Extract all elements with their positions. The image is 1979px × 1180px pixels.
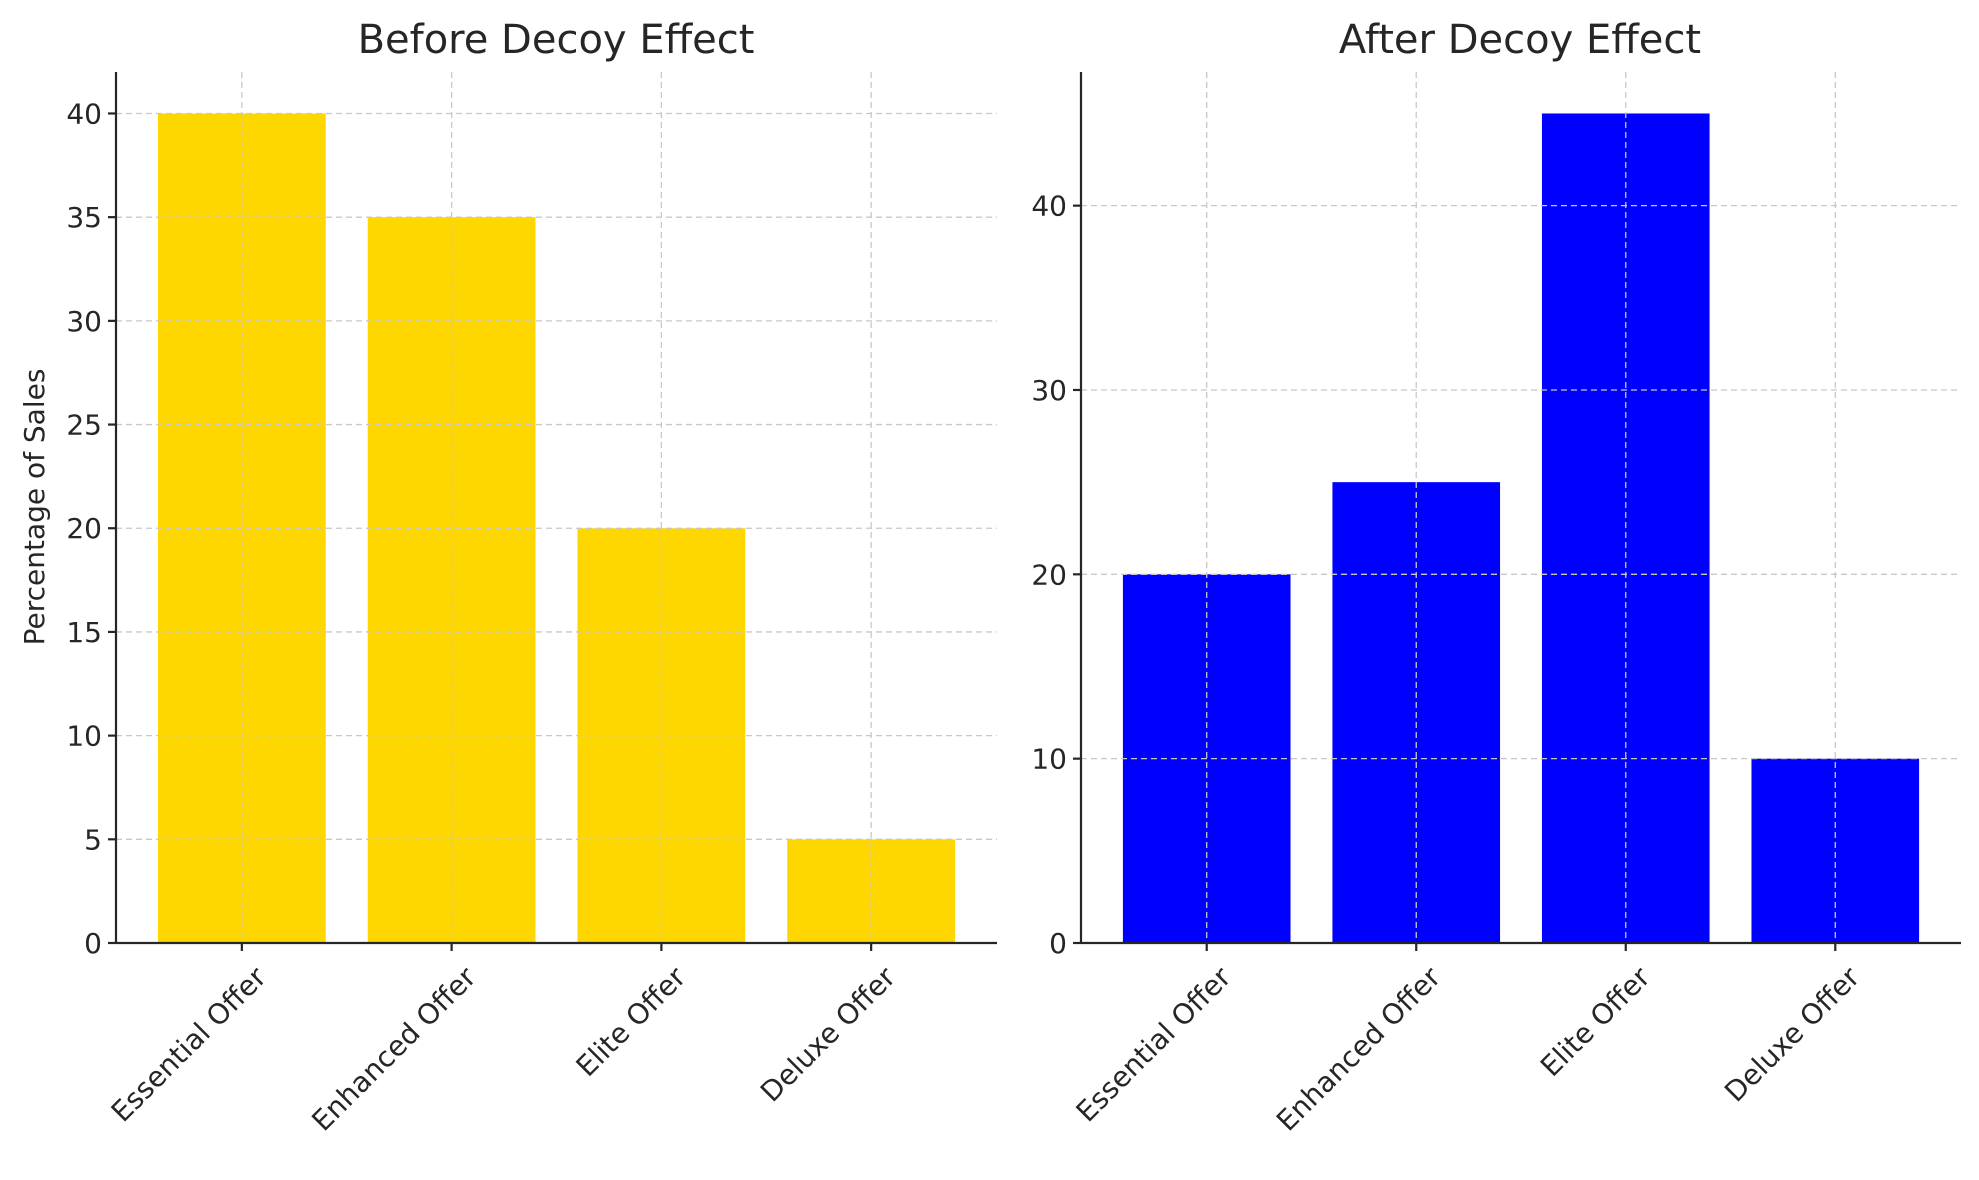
y-tick-label: 10 xyxy=(66,720,102,753)
y-tick-label: 20 xyxy=(1031,558,1067,591)
chart-title: Before Decoy Effect xyxy=(358,17,755,63)
y-tick-label: 40 xyxy=(66,97,102,130)
y-tick-label: 15 xyxy=(66,616,102,649)
after-panel: After Decoy Effect 0 10 20 30 40 Essential Of… xyxy=(1031,17,1961,1138)
y-tick-label: 20 xyxy=(66,512,102,545)
y-tick-label: 5 xyxy=(84,823,102,856)
x-tick-label: Deluxe Offer xyxy=(754,960,902,1108)
y-tick-label: 25 xyxy=(66,409,102,442)
before-panel: Before Decoy Effect Percentage of Sales … xyxy=(18,17,997,1138)
x-tick-label: Enhanced Offer xyxy=(305,960,482,1137)
y-tick-label: 10 xyxy=(1031,743,1067,776)
y-tick-label: 30 xyxy=(1031,374,1067,407)
x-tick-label: Elite Offer xyxy=(1534,960,1657,1083)
x-tick-label: Essential Offer xyxy=(105,960,273,1128)
x-tick-label: Enhanced Offer xyxy=(1270,960,1447,1137)
y-tick-label: 0 xyxy=(1049,927,1067,960)
y-tick-label: 35 xyxy=(66,201,102,234)
y-axis-label: Percentage of Sales xyxy=(18,369,51,646)
chart-title: After Decoy Effect xyxy=(1339,17,1701,63)
x-tick-label: Elite Offer xyxy=(570,960,693,1083)
x-tick-label: Deluxe Offer xyxy=(1718,960,1866,1108)
y-tick-label: 0 xyxy=(84,927,102,960)
y-tick-label: 30 xyxy=(66,305,102,338)
x-tick-label: Essential Offer xyxy=(1070,960,1238,1128)
y-tick-label: 40 xyxy=(1031,190,1067,223)
